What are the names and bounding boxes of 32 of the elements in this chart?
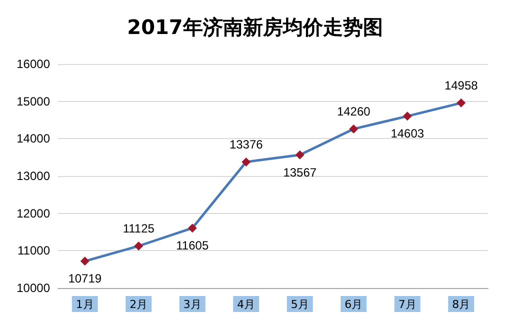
point (295, 150, 304, 160)
data-label: 11125 (122, 222, 155, 236)
y-tick-label: 14000 (16, 132, 50, 146)
x-tick-label: 2月 (130, 298, 148, 311)
x-tick-label: 7月 (398, 298, 416, 311)
data-label: 14603 (390, 126, 424, 141)
data-label: 11605 (176, 238, 209, 253)
x-tick-label: 8月 (452, 298, 470, 311)
y-tick-label: 10000 (16, 281, 50, 295)
point (242, 157, 251, 166)
point (349, 124, 358, 134)
y-tick-label: 13000 (16, 169, 50, 183)
data-label: 13567 (283, 165, 317, 180)
point (134, 242, 144, 250)
x-tick-label: 1月 (76, 298, 94, 311)
x-tick-label: 5月 (290, 298, 309, 311)
data-label: 10719 (68, 272, 102, 286)
y-tick-label: 16000 (16, 57, 50, 71)
y-tick-label: 11000 (18, 244, 50, 258)
point (80, 256, 90, 266)
data-label: 14958 (444, 78, 478, 92)
x-tick-label: 3月 (183, 298, 202, 311)
x-tick-label: 6月 (344, 298, 363, 311)
point (188, 224, 197, 233)
point (456, 98, 466, 108)
data-label: 13376 (229, 137, 264, 152)
data-label: 14260 (336, 104, 371, 118)
y-tick-label: 15000 (16, 94, 50, 108)
chart-title: 2017年济南新房均价走势图 (127, 15, 383, 39)
x-tick-label: 4月 (237, 298, 256, 311)
y-tick-label: 12000 (16, 206, 50, 220)
point (402, 112, 412, 121)
